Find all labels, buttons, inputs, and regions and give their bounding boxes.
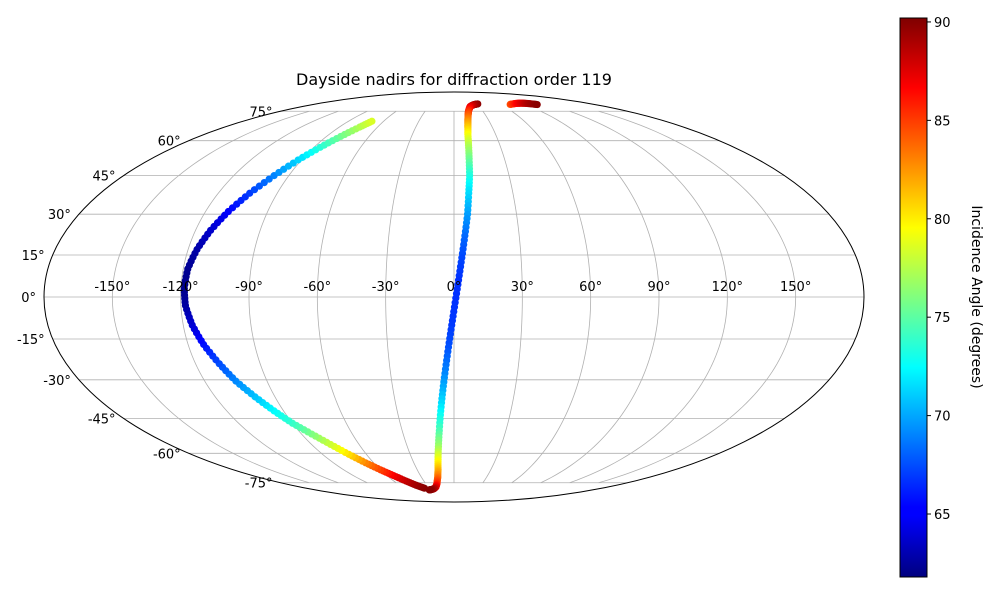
longitude-tick-label: 60° <box>579 280 602 295</box>
map-outline <box>43 91 865 503</box>
longitude-tick-label: 150° <box>780 280 811 295</box>
latitude-tick-label: 30° <box>48 208 71 223</box>
latitude-tick-label: 45° <box>93 170 116 185</box>
longitude-tick-labels: -150° -120° -90° -60° -30° 0° 30° 60° 90° 120° 150… <box>94 280 811 295</box>
latitude-tick-label: -45° <box>88 412 116 427</box>
longitude-tick-label: 90° <box>647 280 670 295</box>
colorbar-tick-label: 75 <box>934 311 951 326</box>
latitude-tick-label: 60° <box>158 135 181 150</box>
longitude-tick-label: -120° <box>163 280 199 295</box>
longitude-tick-label: 120° <box>712 280 743 295</box>
colorbar-tick-label: 80 <box>934 213 951 228</box>
latitude-tick-label: 0° <box>21 291 36 306</box>
latitude-tick-label: -30° <box>43 374 71 389</box>
latitude-tick-labels: 75° 60° 45° 30° 15° 0° -15° -30° -45° -60° -75° <box>17 105 273 491</box>
colorbar-label: Incidence Angle (degrees) <box>968 205 984 388</box>
colorbar-tick-label: 70 <box>934 410 951 425</box>
data-points <box>180 99 541 494</box>
colorbar-ticks: 65 70 75 80 85 90 <box>927 16 951 523</box>
chart-title: Dayside nadirs for diffraction order 119 <box>296 70 612 89</box>
latitude-tick-label: -75° <box>245 477 273 492</box>
colorbar-gradient <box>899 17 928 578</box>
latitude-tick-label: -15° <box>17 333 45 348</box>
longitude-tick-label: -150° <box>94 280 130 295</box>
colorbar-tick-label: 90 <box>934 16 951 31</box>
latitude-tick-label: 15° <box>22 249 45 264</box>
colorbar-tick-label: 85 <box>934 114 951 129</box>
data-point <box>368 117 376 125</box>
longitude-tick-label: 30° <box>511 280 534 295</box>
longitude-tick-label: -90° <box>235 280 263 295</box>
colorbar: 65 70 75 80 85 90 Incidence Angle (degrees) <box>899 16 984 578</box>
longitude-tick-label: -30° <box>372 280 400 295</box>
latitude-tick-label: -60° <box>153 447 181 462</box>
colorbar-tick-label: 65 <box>934 508 951 523</box>
data-point <box>533 100 541 109</box>
latitude-tick-label: 75° <box>249 105 272 120</box>
longitude-tick-label: -60° <box>303 280 331 295</box>
longitude-tick-label: 0° <box>447 280 462 295</box>
